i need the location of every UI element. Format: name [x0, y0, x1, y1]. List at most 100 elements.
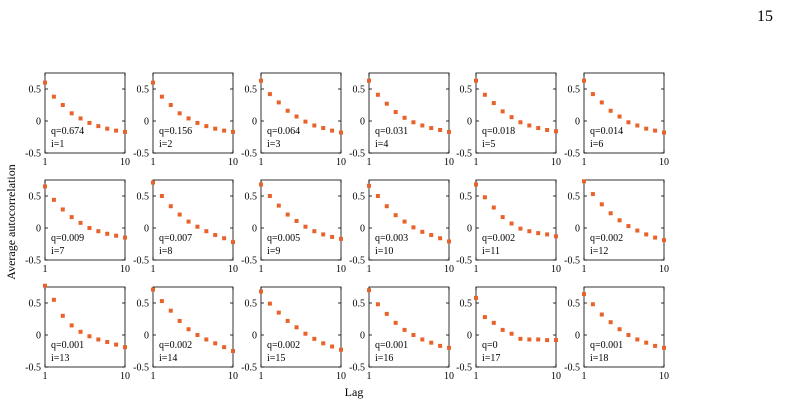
data-point: [168, 103, 173, 107]
panel: 0.5 0 -0.51 10 q=0.003 i=10: [349, 179, 454, 275]
y-tick-label: -0.5: [133, 256, 149, 267]
data-point: [213, 341, 218, 346]
i-annotation: i=18: [590, 353, 608, 364]
data-point: [276, 310, 281, 315]
i-annotation: i=3: [267, 139, 280, 150]
data-point: [590, 92, 595, 97]
x-tick-label: 10: [228, 371, 238, 382]
data-point: [294, 218, 299, 223]
panel-frame: [368, 286, 450, 368]
x-tick-label: 10: [659, 371, 669, 382]
y-tick-label: -0.5: [133, 149, 149, 160]
data-point: [259, 182, 263, 187]
panel: 0.5 0 -0.51 10 q=0.005 i=9: [241, 179, 346, 275]
data-point: [60, 313, 65, 318]
y-tick-label: 0: [467, 117, 472, 128]
data-point: [339, 347, 343, 352]
data-point: [312, 123, 317, 128]
panel-frame: [44, 72, 126, 154]
y-tick-label: 0.5: [568, 192, 581, 203]
data-point: [429, 233, 434, 238]
y-tick-label: 0: [144, 117, 149, 128]
y-tick-label: -0.5: [456, 363, 472, 374]
panel: 0.5 0 -0.51 10 q=0.002 i=15: [241, 286, 346, 382]
y-axis-label: Average autocorrelation: [4, 164, 18, 279]
data-point: [509, 115, 514, 120]
data-point: [420, 229, 425, 234]
panel: 0.5 0 -0.51 10 q=0.001 i=16: [349, 286, 454, 382]
q-annotation: q=0.001: [375, 340, 408, 351]
data-point: [545, 127, 550, 132]
data-point: [78, 220, 83, 225]
data-point: [204, 124, 209, 129]
data-point: [222, 345, 227, 350]
panel: 0.5 0 -0.51 10 q=0.002 i=11: [456, 179, 561, 275]
data-point: [330, 234, 335, 239]
panel-frame: [583, 72, 665, 154]
y-tick-label: -0.5: [25, 256, 41, 267]
data-point: [608, 211, 613, 216]
data-point: [375, 92, 380, 97]
y-tick-label: 0.5: [245, 192, 258, 203]
data-point: [617, 218, 622, 223]
data-point: [500, 327, 505, 332]
y-tick-label: 0: [144, 224, 149, 235]
x-tick-label: 10: [336, 157, 346, 168]
data-point: [222, 236, 227, 241]
data-point: [662, 130, 666, 135]
y-tick-label: 0.5: [245, 85, 258, 96]
data-point: [195, 333, 200, 337]
y-tick-label: 0: [36, 224, 41, 235]
data-point: [582, 78, 586, 83]
data-point: [259, 78, 263, 83]
data-point: [105, 340, 110, 345]
data-point: [438, 343, 443, 348]
data-point: [321, 341, 326, 346]
data-point: [482, 92, 487, 97]
data-point: [105, 231, 110, 236]
data-point: [518, 120, 523, 125]
y-tick-label: -0.5: [564, 149, 580, 160]
data-point: [276, 100, 281, 105]
data-point: [267, 194, 272, 198]
data-point: [590, 192, 595, 197]
q-annotation: q=0.003: [375, 233, 408, 244]
y-tick-label: 0.5: [29, 192, 42, 203]
i-annotation: i=10: [375, 246, 393, 257]
panel-frame: [152, 286, 234, 368]
panel-frame: [260, 72, 342, 154]
data-point: [186, 116, 191, 121]
y-tick-label: 0: [36, 331, 41, 342]
data-point: [644, 340, 649, 345]
data-point: [662, 238, 666, 243]
x-tick-label: 10: [228, 264, 238, 275]
data-point: [177, 212, 182, 217]
data-point: [159, 94, 164, 99]
panel: 0.5 0 -0.51 10 q=0.002 i=14: [133, 286, 238, 382]
data-point: [303, 119, 308, 124]
panel: 0.5 0 -0.51 10 q=0.002 i=12: [564, 179, 669, 275]
y-tick-label: -0.5: [241, 149, 257, 160]
data-point: [168, 308, 173, 313]
q-annotation: q=0.007: [159, 233, 192, 244]
data-point: [582, 179, 586, 184]
data-point: [312, 229, 317, 234]
data-point: [285, 108, 290, 113]
data-point: [367, 288, 371, 293]
panel: 0.5 0 -0.51 10 q=0.674 i=1: [25, 72, 130, 168]
data-point: [114, 342, 119, 347]
data-point: [447, 239, 451, 244]
y-tick-label: 0.5: [460, 85, 473, 96]
q-annotation: q=0.001: [51, 340, 84, 351]
data-point: [393, 110, 398, 115]
q-annotation: q=0.002: [267, 340, 300, 351]
panel: 0.5 0 -0.51 10 q=0.001 i=13: [25, 283, 130, 382]
data-point: [87, 334, 92, 339]
q-annotation: q=0.674: [51, 126, 84, 137]
q-annotation: q=0.001: [590, 340, 623, 351]
y-tick-label: 0.5: [353, 192, 366, 203]
x-tick-label: 10: [659, 157, 669, 168]
data-point: [276, 203, 281, 208]
y-tick-label: 0: [252, 331, 257, 342]
q-annotation: q=0.005: [267, 233, 300, 244]
